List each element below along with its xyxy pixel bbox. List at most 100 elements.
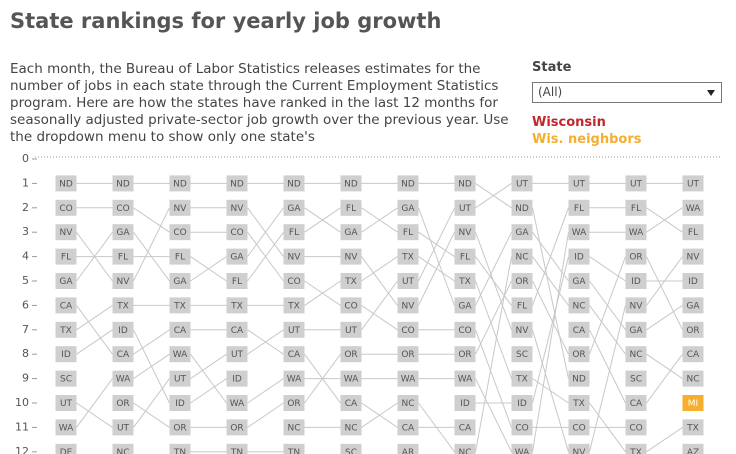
state-cell: [511, 273, 533, 289]
connector: [646, 353, 683, 380]
state-label: ND: [344, 179, 358, 189]
state-cell: [283, 321, 305, 338]
state-cell: [625, 248, 647, 265]
connector: [304, 353, 341, 404]
state-label: CA: [573, 326, 586, 336]
connector: [418, 207, 455, 282]
state-label: OR: [173, 423, 186, 433]
connector: [475, 329, 512, 428]
connector: [475, 280, 512, 379]
state-cell: [283, 346, 305, 363]
connector: [646, 304, 683, 331]
state-cell: [625, 297, 647, 314]
state-cell: [283, 443, 305, 454]
state-label: CO: [572, 423, 585, 433]
state-label: FL: [403, 228, 413, 238]
connector: [133, 353, 170, 380]
state-label: TN: [230, 448, 243, 454]
state-label: TX: [173, 301, 186, 311]
connector: [532, 378, 569, 404]
state-cell: [112, 224, 134, 241]
state-label: NC: [458, 448, 471, 454]
state-cell: [454, 248, 476, 265]
state-label: WA: [572, 228, 587, 238]
state-label: CA: [117, 350, 130, 360]
state-label: UT: [117, 423, 130, 433]
state-label: NV: [60, 228, 74, 238]
state-cell: [169, 175, 191, 192]
state-label: CA: [231, 326, 244, 336]
state-label: CA: [630, 399, 643, 409]
connector: [475, 231, 512, 306]
state-cell: [55, 297, 77, 314]
state-label: SC: [345, 448, 357, 454]
state-label: TX: [230, 301, 243, 311]
state-label: ND: [173, 179, 187, 189]
state-cell: [340, 175, 362, 192]
state-cell: [568, 297, 590, 314]
state-label: FL: [517, 301, 527, 311]
state-label: WA: [629, 228, 644, 238]
state-label: CA: [459, 423, 472, 433]
state-label: FL: [574, 204, 584, 214]
state-cell: [682, 175, 704, 192]
connector: [475, 182, 512, 209]
connector: [475, 280, 512, 355]
state-cell: [682, 443, 704, 454]
state-label: WA: [59, 423, 74, 433]
state-label: GA: [629, 326, 643, 336]
state-cell: [682, 297, 704, 314]
state-label: NC: [515, 253, 528, 263]
state-cell: [340, 273, 362, 289]
y-tick-label: 8: [22, 347, 29, 360]
state-cell: [112, 273, 134, 289]
state-cell: [511, 175, 533, 192]
state-cell: [511, 297, 533, 314]
state-cell: [55, 395, 77, 411]
state-label: TX: [458, 277, 471, 287]
state-label: CA: [402, 423, 415, 433]
state-cell: [226, 175, 248, 192]
state-cell: [55, 175, 77, 192]
y-tick-label: 4: [22, 250, 29, 263]
state-label: FL: [175, 253, 185, 263]
state-label: ND: [287, 179, 301, 189]
state-label: AR: [402, 448, 414, 454]
connector: [247, 329, 284, 355]
connector: [133, 329, 170, 355]
state-cell: [283, 199, 305, 216]
connector: [646, 426, 683, 453]
connector: [646, 207, 683, 233]
state-cell: [625, 443, 647, 454]
state-dropdown[interactable]: (All): [532, 82, 722, 103]
state-cell: [169, 443, 191, 454]
state-label: SC: [516, 350, 528, 360]
connector: [646, 256, 683, 306]
state-cell: [55, 346, 77, 363]
state-label: NV: [630, 301, 644, 311]
state-cell: [112, 175, 134, 192]
connector: [247, 207, 284, 257]
connector: [475, 378, 512, 453]
y-tick-label: 10: [15, 396, 29, 409]
state-label: CO: [515, 423, 528, 433]
connector: [532, 256, 569, 306]
connector: [475, 256, 512, 452]
state-cell: [226, 224, 248, 241]
state-label: CO: [230, 228, 243, 238]
state-cell: [169, 248, 191, 265]
state-cell: [397, 248, 419, 265]
state-label: CA: [345, 399, 358, 409]
state-cell: [169, 370, 191, 387]
dropdown-value: (All): [538, 85, 563, 99]
state-cell: [625, 395, 647, 411]
state-cell: [169, 321, 191, 338]
state-cell: [625, 175, 647, 192]
state-cell: [454, 199, 476, 216]
state-cell: [511, 443, 533, 454]
state-label: ID: [574, 253, 584, 263]
filter-label: State: [532, 60, 572, 75]
state-label: ND: [515, 204, 529, 214]
state-label: ND: [572, 375, 586, 385]
y-tick-label: 9: [22, 372, 29, 385]
